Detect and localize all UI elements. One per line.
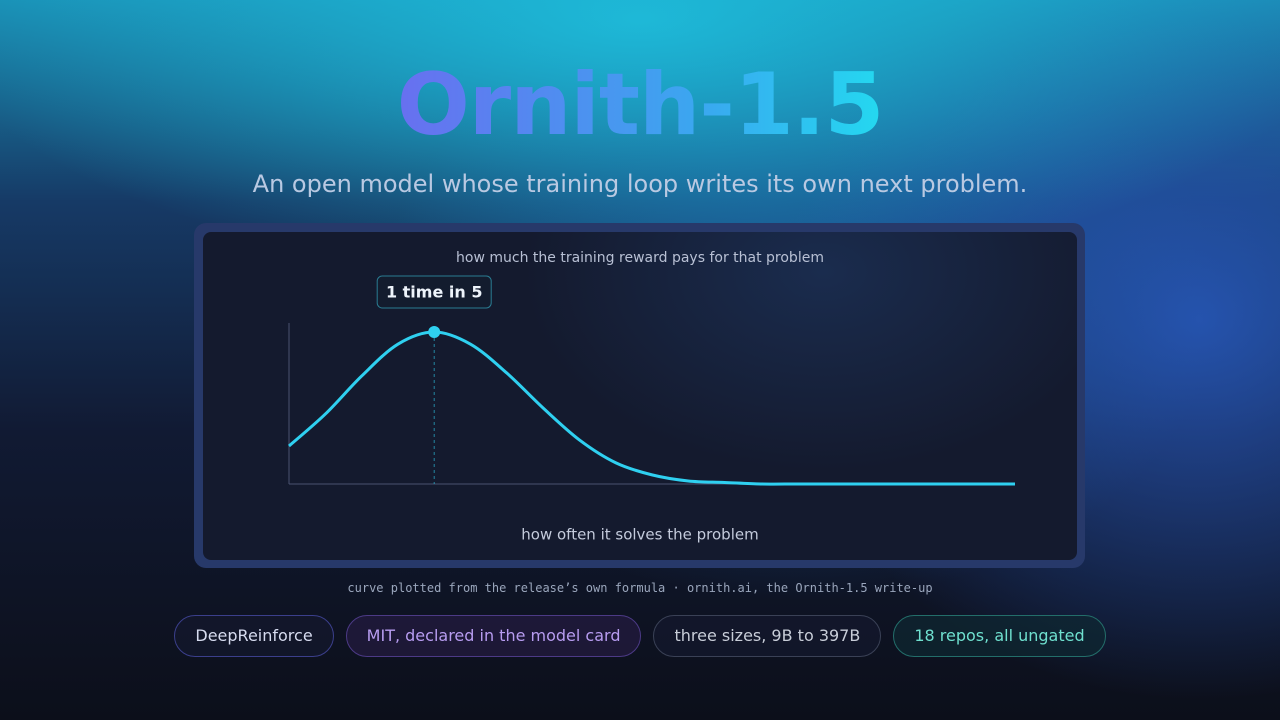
chart-frame: how much the training reward pays for th… bbox=[194, 223, 1085, 568]
caption: curve plotted from the release’s own for… bbox=[347, 581, 933, 595]
tag: 18 repos, all ungated bbox=[893, 615, 1106, 657]
tag: MIT, declared in the model card bbox=[345, 615, 642, 657]
title: Ornith-1.5 bbox=[0, 58, 1280, 153]
tag-row: DeepReinforce MIT, declared in the model … bbox=[0, 615, 1280, 657]
subtitle: An open model whose training loop writes… bbox=[252, 170, 1028, 198]
x-axis-label: how often it solves the problem bbox=[521, 526, 758, 544]
chart: how much the training reward pays for th… bbox=[288, 250, 1015, 544]
chart-panel: how much the training reward pays for th… bbox=[203, 232, 1077, 560]
y-axis-label: how much the training reward pays for th… bbox=[456, 250, 824, 266]
peak-point bbox=[428, 326, 441, 338]
tag: DeepReinforce bbox=[174, 615, 334, 657]
annotation-box bbox=[376, 275, 492, 309]
curve bbox=[288, 330, 1015, 486]
tag: three sizes, 9B to 397B bbox=[653, 615, 882, 657]
annotation: 1 time in 5 bbox=[386, 283, 483, 302]
